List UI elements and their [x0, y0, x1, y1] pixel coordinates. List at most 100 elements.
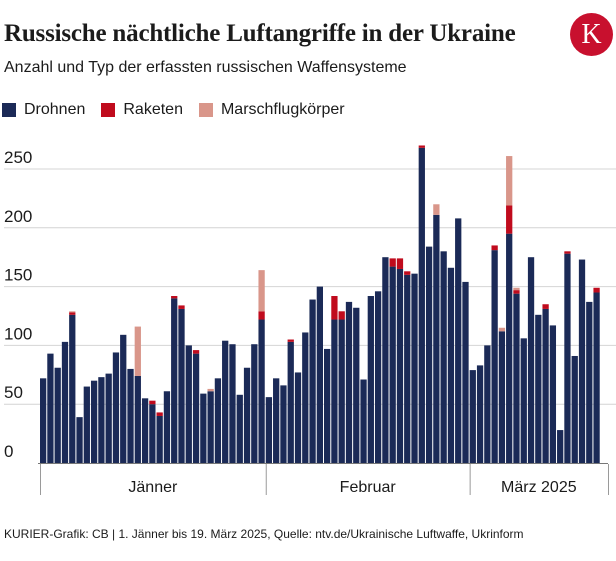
bar-drohnen-43: [353, 307, 360, 463]
chart-title: Russische nächtliche Luftangriffe in der…: [4, 20, 516, 47]
bar-drohnen-15: [149, 404, 156, 463]
bar-drohnen-56: [447, 267, 455, 463]
bar-drohnen-32: [273, 378, 280, 463]
bar-raketen-41: [338, 311, 345, 320]
bar-drohnen-62: [491, 250, 498, 463]
bar-raketen-30: [258, 311, 265, 320]
y-tick-label-50: 50: [4, 383, 23, 402]
bar-marschflugkörper-64: [506, 156, 513, 206]
y-tick-label-150: 150: [4, 266, 32, 285]
bar-raketen-19: [178, 305, 185, 309]
bar-drohnen-36: [302, 332, 309, 463]
bar-drohnen-25: [222, 340, 229, 463]
bar-drohnen-2: [54, 367, 61, 463]
legend-item-marschflugkoerper: Marschflugkörper: [198, 101, 345, 119]
bar-drohnen-18: [171, 298, 178, 463]
legend-item-raketen: Raketen: [101, 101, 183, 119]
legend-swatch-raketen: [101, 103, 116, 117]
y-tick-label-250: 250: [4, 148, 32, 167]
legend-label-marschflugkoerper: Marschflugkörper: [220, 101, 345, 118]
bar-drohnen-66: [520, 338, 527, 463]
bar-drohnen-67: [527, 257, 535, 463]
bar-raketen-48: [389, 258, 396, 267]
legend-swatch-drohnen: [2, 103, 16, 117]
bar-drohnen-14: [141, 398, 149, 463]
bar-drohnen-45: [367, 296, 374, 463]
bar-raketen-52: [418, 145, 425, 148]
bar-raketen-50: [404, 271, 411, 275]
bar-marschflugkörper-4: [69, 311, 76, 313]
bar-drohnen-6: [83, 386, 90, 463]
bar-drohnen-3: [61, 341, 69, 463]
bar-drohnen-11: [120, 334, 127, 463]
bar-drohnen-4: [69, 314, 76, 463]
bar-drohnen-35: [294, 372, 302, 463]
bar-drohnen-64: [506, 233, 513, 463]
bar-drohnen-33: [280, 385, 287, 463]
kurier-logo: K: [570, 13, 613, 56]
bar-drohnen-0: [40, 378, 47, 463]
bar-drohnen-71: [557, 430, 564, 463]
bar-raketen-40: [331, 296, 338, 320]
bar-marschflugkörper-30: [258, 270, 265, 312]
month-label-31: Februar: [340, 479, 397, 496]
bar-marschflugkörper-13: [134, 326, 141, 376]
bar-drohnen-38: [316, 286, 323, 463]
bar-drohnen-59: [469, 370, 476, 463]
month-label-59: März 2025: [501, 479, 577, 496]
bar-raketen-64: [506, 205, 513, 234]
bar-drohnen-21: [192, 353, 200, 463]
bar-drohnen-48: [389, 266, 396, 463]
bar-drohnen-19: [178, 308, 185, 463]
gridlines: 0 50 100 150 200 250: [4, 148, 616, 461]
bar-drohnen-31: [265, 397, 273, 463]
source-note: KURIER-Grafik: CB | 1. Jänner bis 19. Mä…: [4, 527, 524, 541]
bar-drohnen-17: [163, 391, 171, 463]
bar-drohnen-8: [98, 377, 105, 463]
bar-raketen-76: [593, 287, 600, 293]
bar-drohnen-75: [586, 301, 593, 463]
bar-drohnen-20: [185, 345, 192, 463]
bar-raketen-16: [156, 412, 163, 416]
bar-drohnen-61: [484, 345, 491, 463]
bar-raketen-62: [491, 245, 498, 251]
chart-subtitle: Anzahl und Typ der erfassten russischen …: [4, 59, 407, 76]
bar-drohnen-13: [134, 375, 141, 463]
bar-drohnen-7: [90, 380, 98, 463]
bar-drohnen-57: [455, 218, 462, 463]
bar-drohnen-28: [243, 367, 251, 463]
bar-drohnen-22: [200, 393, 207, 463]
bar-drohnen-60: [476, 365, 484, 463]
bar-drohnen-69: [542, 308, 549, 463]
bar-drohnen-55: [440, 251, 447, 463]
legend-swatch-marschflugkoerper: [198, 103, 213, 117]
bar-drohnen-41: [338, 319, 345, 463]
bar-drohnen-74: [578, 259, 586, 463]
bar-drohnen-30: [258, 319, 265, 463]
bar-drohnen-37: [309, 299, 316, 463]
bar-drohnen-52: [418, 147, 425, 463]
bar-drohnen-76: [593, 292, 600, 463]
x-axis: Jänner Februar März 2025: [38, 463, 609, 496]
bar-raketen-65: [513, 290, 520, 294]
bar-drohnen-72: [564, 253, 571, 463]
bar-drohnen-1: [47, 353, 54, 463]
bar-chart: 0 50 100 150 200 250 Jänner Februar März 2025: [4, 145, 616, 496]
bar-raketen-18: [171, 296, 178, 299]
bar-drohnen-50: [404, 274, 411, 463]
bar-drohnen-54: [433, 214, 440, 463]
bar-drohnen-46: [374, 291, 382, 463]
bar-drohnen-70: [549, 325, 557, 463]
bar-drohnen-29: [251, 344, 258, 463]
bar-drohnen-63: [498, 331, 506, 463]
bar-raketen-4: [69, 312, 76, 315]
bar-drohnen-44: [360, 379, 367, 463]
bar-drohnen-65: [513, 293, 520, 463]
bar-drohnen-24: [214, 378, 222, 463]
bar-drohnen-42: [345, 301, 353, 463]
bar-drohnen-10: [112, 352, 120, 463]
y-tick-label-100: 100: [4, 324, 32, 343]
y-tick-label-0: 0: [4, 442, 13, 461]
bars: [40, 145, 600, 463]
bar-raketen-21: [192, 350, 200, 354]
